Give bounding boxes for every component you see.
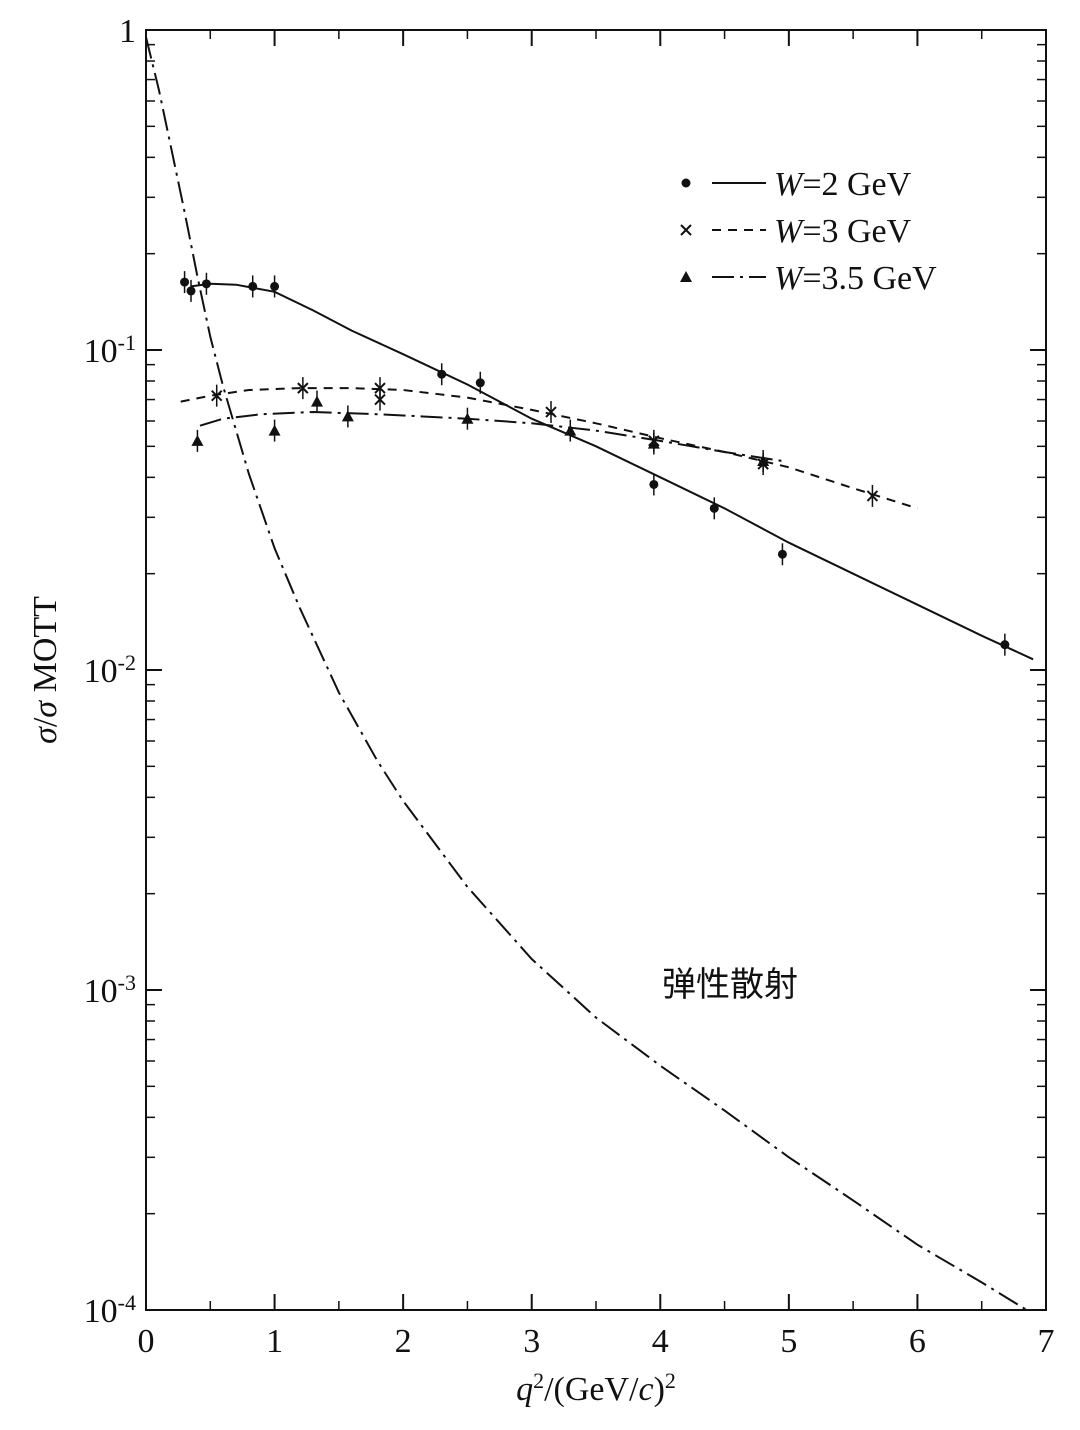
w35-curve — [199, 410, 783, 462]
y-tick-label: 10-1 — [84, 330, 136, 371]
legend-label: W=2 GeV — [774, 166, 912, 203]
w2-point — [201, 272, 211, 295]
x-axis-title: q2/(GeV/c)2 — [516, 1368, 676, 1409]
series-markers — [180, 271, 1010, 656]
legend-label: W=3 GeV — [774, 213, 912, 250]
w2-point — [186, 279, 196, 302]
w2-point — [475, 371, 485, 394]
w3-point — [866, 484, 879, 507]
elastic-curve — [145, 36, 1028, 1311]
x-tick-label: 7 — [1038, 1323, 1055, 1360]
w3-point — [211, 384, 223, 407]
legend-marker — [680, 271, 692, 282]
w35-point — [647, 432, 660, 455]
legend-marker — [680, 224, 692, 236]
x-tick-label: 6 — [909, 1323, 926, 1360]
w3-point — [545, 401, 557, 424]
legend-entry-w2: W=2 GeV — [681, 166, 912, 203]
axis-ticks: 0 1 2 3 4 5 6 7 1 10-1 10-2 10-3 10-4 — [84, 13, 1055, 1360]
x-tick-label: 1 — [266, 1323, 283, 1360]
legend: W=2 GeV W=3 GeV W=3.5 GeV — [680, 166, 937, 297]
x-tick-label: 0 — [138, 1323, 155, 1360]
y-tick-label: 10-2 — [84, 650, 136, 691]
w3-curve — [180, 387, 918, 510]
w35-point — [757, 449, 770, 472]
w2-point — [649, 473, 659, 496]
y-axis-title: σ/σ MOTT — [27, 596, 64, 744]
w2-point — [180, 271, 190, 294]
legend-entry-w3: W=3 GeV — [680, 213, 912, 250]
y-tick-label: 1 — [119, 13, 136, 50]
y-tick-label: 10-4 — [84, 1290, 136, 1331]
w3-point — [297, 377, 309, 400]
w35-point — [311, 390, 323, 413]
legend-label: W=3.5 GeV — [774, 260, 937, 297]
w35-point — [461, 407, 474, 430]
elastic-scattering-label: 弹性散射 — [662, 965, 798, 1005]
w3-point — [374, 388, 386, 411]
x-tick-label: 5 — [780, 1323, 797, 1360]
x-tick-label: 2 — [395, 1323, 412, 1360]
w2-point — [437, 363, 447, 386]
w2-point — [270, 275, 280, 298]
w2-point — [248, 275, 258, 298]
x-tick-label: 3 — [523, 1323, 540, 1360]
legend-entry-w35: W=3.5 GeV — [680, 260, 937, 297]
w2-point — [1000, 633, 1010, 656]
w2-point — [709, 497, 719, 520]
w35-point — [341, 405, 354, 428]
legend-marker — [681, 178, 691, 188]
w35-point — [564, 419, 577, 442]
w2-curve — [190, 282, 1034, 661]
w35-point — [191, 429, 204, 452]
y-tick-label: 10-3 — [84, 970, 136, 1011]
w35-point — [268, 419, 281, 442]
x-tick-label: 4 — [652, 1323, 669, 1360]
w2-point — [777, 543, 787, 566]
